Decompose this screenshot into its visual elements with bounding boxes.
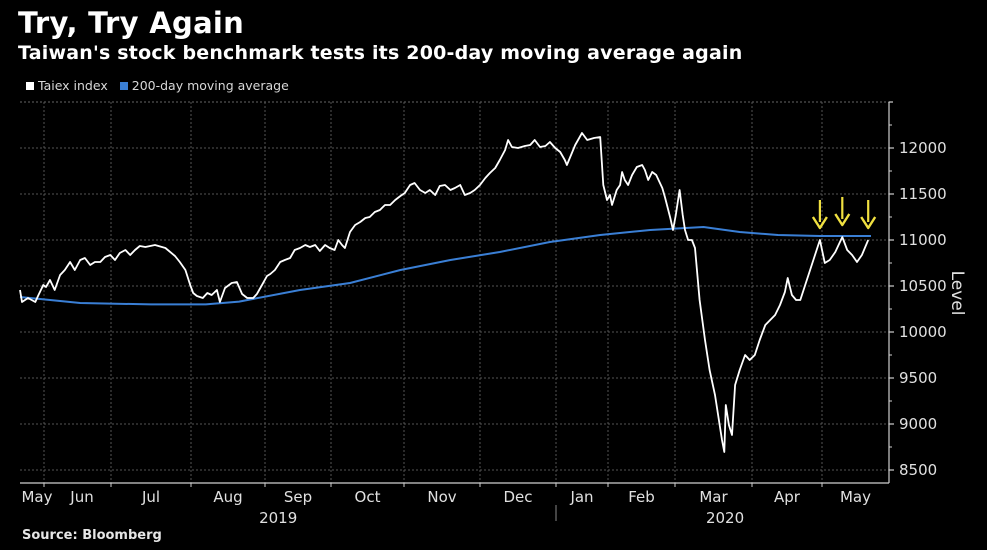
legend-swatch-ma200: [119, 81, 128, 90]
x-tick-label: Dec: [503, 488, 532, 506]
x-tick-label: Nov: [427, 488, 456, 506]
axes: 8500 9000 9500 10000 10500 11000 11500 12000 May…: [20, 101, 947, 527]
gridlines: [20, 101, 889, 483]
x-tick-label: Oct: [355, 488, 381, 506]
chart-title: Try, Try Again: [18, 6, 245, 40]
series-line-taiex: [19, 132, 870, 453]
legend-item-taiex: Taiex index: [26, 78, 108, 93]
y-tick-label: 9000: [899, 415, 937, 433]
x-year-label: 2020: [706, 509, 744, 527]
down-arrow-icon: [860, 200, 877, 230]
y-tick-label: 12000: [899, 139, 947, 157]
legend: Taiex index 200-day moving average: [26, 78, 289, 93]
y-tick-label: 8500: [899, 461, 937, 479]
annotations: [811, 196, 877, 230]
x-year-label: 2019: [259, 509, 297, 527]
legend-item-ma200: 200-day moving average: [119, 78, 289, 93]
x-tick-label: Mar: [699, 488, 728, 506]
source-note: Source: Bloomberg: [22, 528, 162, 543]
y-tick-label: 11500: [899, 185, 947, 203]
legend-label-ma200: 200-day moving average: [131, 78, 289, 93]
x-tick-label: Apr: [774, 488, 801, 506]
legend-label-taiex: Taiex index: [38, 78, 108, 93]
legend-swatch-taiex: [26, 81, 34, 90]
y-axis-label: Level: [947, 271, 967, 316]
x-tick-label: May: [840, 488, 871, 506]
y-tick-label: 10000: [899, 323, 947, 341]
chart-subtitle: Taiwan's stock benchmark tests its 200-d…: [18, 42, 743, 64]
x-tick-label: Jun: [69, 488, 93, 506]
x-tick-label: Jan: [569, 488, 593, 506]
arrow-head: [860, 216, 877, 230]
y-tick-label: 9500: [899, 369, 937, 387]
series-layer: [19, 132, 871, 453]
y-tick-label: 10500: [899, 277, 947, 295]
down-arrow-icon: [834, 196, 851, 227]
down-arrow-icon: [811, 200, 828, 230]
x-tick-label: May: [21, 488, 52, 506]
arrow-head: [834, 213, 851, 227]
series-line-ma200: [19, 226, 871, 306]
x-tick-label: Jul: [141, 488, 160, 506]
y-tick-label: 11000: [899, 231, 947, 249]
x-tick-label: Sep: [284, 488, 312, 506]
arrow-head: [811, 216, 828, 230]
x-tick-label: Feb: [628, 488, 655, 506]
x-tick-label: Aug: [213, 488, 242, 506]
